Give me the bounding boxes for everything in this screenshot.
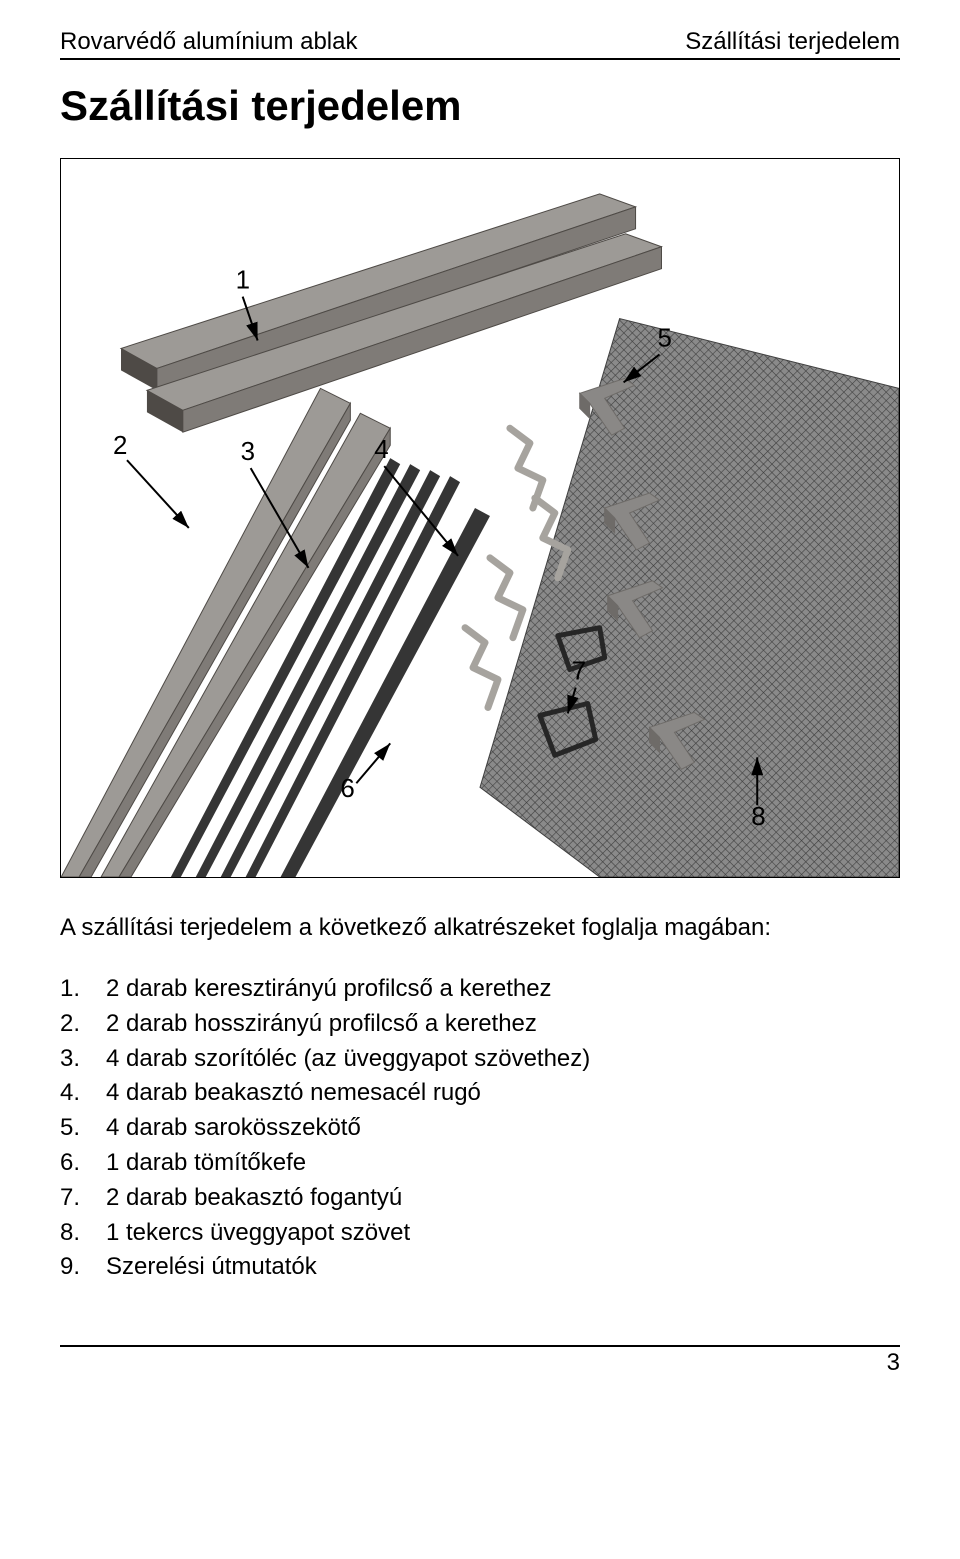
header-underline: [60, 58, 900, 60]
page-title: Szállítási terjedelem: [60, 82, 900, 130]
long-profile-icon: [61, 388, 390, 877]
callout-4-label: 4: [374, 436, 388, 464]
list-item: 2 darab hosszirányú profilcső a kerethez: [60, 1007, 900, 1042]
list-item: 2 darab keresztirányú profilcső a kereth…: [60, 972, 900, 1007]
diagram-frame: 1 2 3 4 5 6 7 8: [60, 158, 900, 878]
callout-7-label: 7: [572, 658, 586, 686]
page-number: 3: [60, 1349, 900, 1377]
callout-8-label: 8: [751, 803, 765, 831]
callout-2-label: 2: [113, 432, 127, 460]
list-item: Szerelési útmutatók: [60, 1250, 900, 1285]
footer-rule: [60, 1345, 900, 1347]
diagram-svg: 1 2 3 4 5 6 7 8: [61, 159, 899, 877]
page: Rovarvédő alumínium ablak Szállítási ter…: [0, 0, 960, 1559]
list-item: 4 darab sarokösszekötő: [60, 1111, 900, 1146]
header-right: Szállítási terjedelem: [685, 28, 900, 56]
parts-list: 2 darab keresztirányú profilcső a kereth…: [60, 972, 900, 1285]
callout-1-label: 1: [236, 267, 250, 295]
callout-6-label: 6: [340, 775, 354, 803]
header-row: Rovarvédő alumínium ablak Szállítási ter…: [60, 28, 900, 56]
callout-3-label: 3: [241, 438, 255, 466]
list-item: 4 darab szorítóléc (az üveggyapot szövet…: [60, 1042, 900, 1077]
list-item: 4 darab beakasztó nemesacél rugó: [60, 1076, 900, 1111]
intro-text: A szállítási terjedelem a következő alka…: [60, 914, 900, 942]
callout-5-label: 5: [658, 324, 672, 352]
list-item: 1 tekercs üveggyapot szövet: [60, 1216, 900, 1251]
header-left: Rovarvédő alumínium ablak: [60, 28, 357, 56]
list-item: 2 darab beakasztó fogantyú: [60, 1181, 900, 1216]
mesh-fabric-icon: [480, 319, 899, 877]
list-item: 1 darab tömítőkefe: [60, 1146, 900, 1181]
